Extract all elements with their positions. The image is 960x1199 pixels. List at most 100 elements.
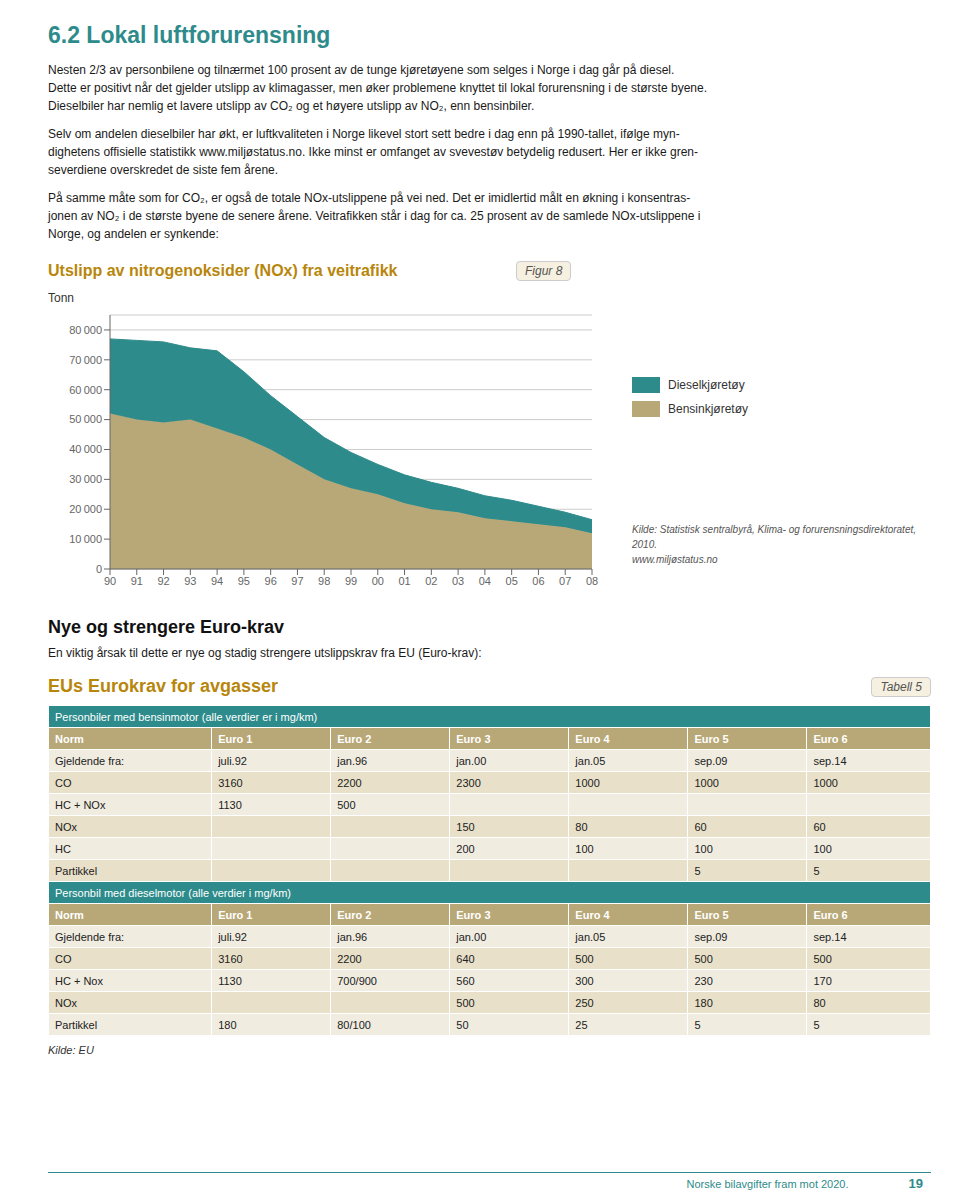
svg-text:92: 92 [157, 575, 169, 587]
html-text:Bensinkjøretøy: Bensinkjøretøy [668, 402, 748, 416]
svg-text:02: 02 [425, 575, 437, 587]
html-text:sep.14: sep.14 [813, 930, 847, 943]
html-text:Euro 5: Euro 5 [694, 732, 729, 745]
html-text:Euro 1: Euro 1 [218, 732, 253, 745]
svg-text:70 000: 70 000 [69, 354, 102, 366]
svg-text:03: 03 [452, 575, 464, 587]
html-text:100: 100 [813, 842, 832, 855]
html-text:Euro 5: Euro 5 [694, 908, 729, 921]
svg-text:90: 90 [104, 575, 116, 587]
html-text:3160: 3160 [218, 952, 243, 965]
html-text:150: 150 [456, 820, 475, 833]
svg-text:97: 97 [291, 575, 303, 587]
html-text:80: 80 [575, 820, 588, 833]
html-text:jan.00: jan.00 [456, 754, 487, 767]
html-text:1000: 1000 [694, 776, 719, 789]
html-text:NOx: NOx [55, 820, 77, 833]
html-text:1000: 1000 [575, 776, 600, 789]
html-text:Euro 3: Euro 3 [456, 908, 491, 921]
svg-text:30 000: 30 000 [69, 473, 102, 485]
html-text:1000: 1000 [813, 776, 838, 789]
html-text:Euro 2: Euro 2 [337, 908, 372, 921]
svg-text:99: 99 [345, 575, 357, 587]
html-text:100: 100 [694, 842, 713, 855]
svg-text:08: 08 [586, 575, 598, 587]
svg-text:94: 94 [211, 575, 223, 587]
html-text:HC: HC [55, 842, 71, 855]
html-text:EUs Eurokrav for avgasser: EUs Eurokrav for avgasser [48, 676, 279, 696]
svg-text:91: 91 [131, 575, 143, 587]
svg-text:05: 05 [506, 575, 518, 587]
svg-text:20 000: 20 000 [69, 503, 102, 515]
html-text:CO: CO [55, 952, 72, 965]
html-text:Figur 8: Figur 8 [525, 264, 563, 278]
html-text:jan.05: jan.05 [575, 754, 606, 767]
html-text:HC + NOx: HC + NOx [55, 798, 106, 811]
html-text:Personbiler med bensinmotor (a: Personbiler med bensinmotor (alle verdie… [55, 710, 318, 723]
svg-text:96: 96 [265, 575, 277, 587]
html-text:Nesten 2/3 av personbilene og: Nesten 2/3 av personbilene og tilnærmet … [48, 63, 707, 113]
svg-text:50 000: 50 000 [69, 413, 102, 425]
html-text:3160: 3160 [218, 776, 243, 789]
svg-text:0: 0 [96, 563, 102, 575]
html-text:2200: 2200 [337, 952, 362, 965]
html-text:Nye og strengere Euro-krav: Nye og strengere Euro-krav [48, 617, 285, 637]
html-text:juli.92: juli.92 [218, 930, 247, 943]
html-text:Euro 4: Euro 4 [575, 732, 610, 745]
svg-text:40 000: 40 000 [69, 443, 102, 455]
html-text:Euro 2: Euro 2 [337, 732, 372, 745]
html-text:Euro 4: Euro 4 [575, 908, 610, 921]
html-text:En viktig årsak til dette er n: En viktig årsak til dette er nye og stad… [48, 646, 482, 660]
svg-text:07: 07 [559, 575, 571, 587]
html-text:Dieselkjøretøy: Dieselkjøretøy [668, 378, 745, 392]
html-text:100: 100 [575, 842, 594, 855]
html-text:jan.00: jan.00 [456, 930, 487, 943]
html-text:Tonn: Tonn [48, 291, 74, 305]
html-text:Euro 6: Euro 6 [813, 732, 848, 745]
html-text:Kilde: Statistisk sentralbyrå,: Kilde: Statistisk sentralbyrå, Klima- og… [632, 524, 916, 565]
svg-text:00: 00 [372, 575, 384, 587]
html-text:200: 200 [456, 842, 475, 855]
svg-text:60 000: 60 000 [69, 384, 102, 396]
html-text:sep.09: sep.09 [694, 754, 728, 767]
html-text:jan.96: jan.96 [337, 930, 368, 943]
svg-text:01: 01 [398, 575, 410, 587]
svg-text:04: 04 [479, 575, 491, 587]
html-text:2200: 2200 [337, 776, 362, 789]
svg-text:93: 93 [184, 575, 196, 587]
html-text:500: 500 [575, 952, 594, 965]
svg-text:10 000: 10 000 [69, 533, 102, 545]
html-text:På samme måte som for CO₂, er: På samme måte som for CO₂, er også de to… [48, 191, 701, 241]
html-text:6.2 Lokal luftforurensning: 6.2 Lokal luftforurensning [48, 22, 331, 48]
html-text:Gjeldende fra:: Gjeldende fra: [55, 930, 125, 943]
html-text:Norm: Norm [55, 732, 84, 745]
html-text:Personbil med dieselmotor (all: Personbil med dieselmotor (alle verdier … [55, 886, 291, 899]
html-text:sep.09: sep.09 [694, 930, 728, 943]
svg-text:80 000: 80 000 [69, 324, 102, 336]
html-text:Euro 3: Euro 3 [456, 732, 491, 745]
html-text:CO: CO [55, 776, 72, 789]
html-text:Partikkel: Partikkel [55, 864, 98, 877]
html-text:500: 500 [337, 798, 356, 811]
html-text:1130: 1130 [218, 798, 242, 811]
html-text:500: 500 [694, 952, 713, 965]
svg-text:06: 06 [532, 575, 544, 587]
html-text:jan.05: jan.05 [575, 930, 606, 943]
html-text:Selv om andelen dieselbiler ha: Selv om andelen dieselbiler har økt, er … [48, 127, 698, 177]
html-text:640: 640 [456, 952, 475, 965]
html-text:juli.92: juli.92 [218, 754, 247, 767]
html-text:60: 60 [813, 820, 826, 833]
svg-text:98: 98 [318, 575, 330, 587]
svg-text:95: 95 [238, 575, 250, 587]
html-text:19: 19 [908, 1176, 923, 1191]
html-text:Euro 1: Euro 1 [218, 908, 253, 921]
html-text:2300: 2300 [456, 776, 481, 789]
html-text:Utslipp av nitrogenoksider (NO: Utslipp av nitrogenoksider (NOx) fra vei… [48, 262, 398, 279]
html-text:Gjeldende fra:: Gjeldende fra: [55, 754, 125, 767]
html-text:Tabell 5: Tabell 5 [880, 680, 922, 694]
html-text:Euro 6: Euro 6 [813, 908, 848, 921]
html-text:Norm: Norm [55, 908, 84, 921]
html-text:jan.96: jan.96 [337, 754, 368, 767]
html-text:sep.14: sep.14 [813, 754, 847, 767]
html-text:60: 60 [694, 820, 707, 833]
